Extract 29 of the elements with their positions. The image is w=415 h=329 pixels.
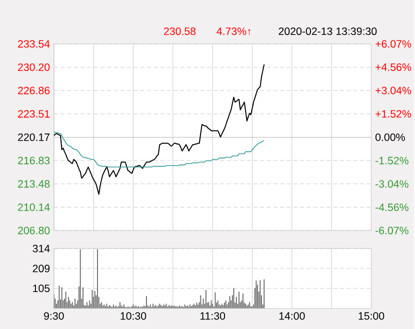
x-tick-label: 11:30 [200,312,226,320]
y2-tick-label: +1.52% [376,110,412,118]
y2-tick-label: -1.52% [376,156,408,164]
y-tick-label: 230.20 [18,63,50,71]
y2-tick-label: +6.07% [376,40,412,48]
y-tick-label: 210.14 [18,203,50,211]
y2-tick-label: -4.56% [376,203,408,211]
y-tick-label: 213.48 [18,180,50,188]
y-tick-label: 220.17 [18,133,50,141]
y2-tick-label: +4.56% [376,63,412,71]
y-tick-label: 314 [32,244,50,252]
y2-tick-label: 0.00% [375,133,405,141]
x-tick-label: 14:00 [279,312,305,320]
x-tick-label: 10:30 [120,312,146,320]
y-tick-label: 226.86 [18,86,50,94]
x-tick-label: 15:00 [358,312,384,320]
y-tick-label: 209 [32,264,50,272]
text: 230.58 [164,27,196,35]
text: 4.73%↑ [216,27,250,36]
y-tick-label: 233.54 [18,40,50,48]
y-tick-label: 105 [33,284,50,292]
y-tick-label: 223.51 [18,110,50,118]
y-tick-label: 206.80 [18,226,50,234]
x-tick-label: 9:30 [44,312,64,320]
y2-tick-label: -6.07% [376,226,408,234]
y-tick-label: 216.83 [18,156,50,164]
chart-title: 2020-02-13 13:39:30 [278,27,377,35]
y2-tick-label: -3.04% [376,180,408,188]
y2-tick-label: +3.04% [376,86,412,94]
